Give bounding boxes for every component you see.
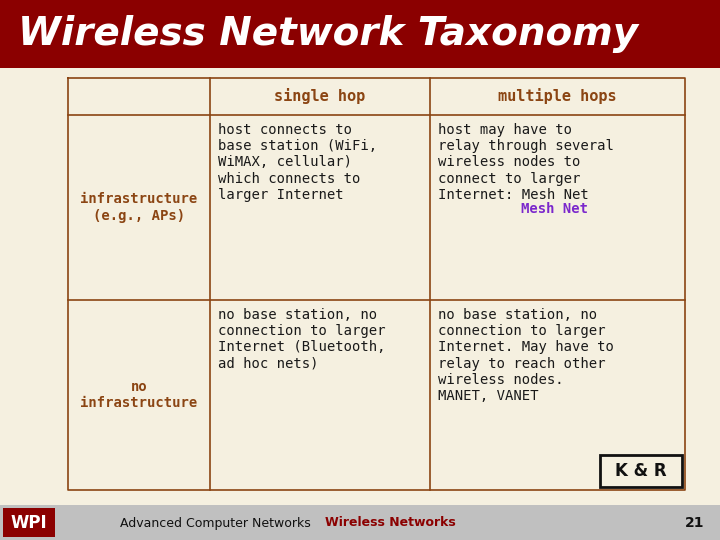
Text: Wireless Network Taxonomy: Wireless Network Taxonomy — [18, 15, 638, 53]
Bar — [0, 505, 720, 540]
Text: Mesh Net: Mesh Net — [521, 202, 588, 216]
Text: Wireless Networks: Wireless Networks — [325, 516, 455, 530]
Text: host may have to
relay through several
wireless nodes to
connect to larger
Inter: host may have to relay through several w… — [438, 123, 614, 202]
Text: infrastructure
(e.g., APs): infrastructure (e.g., APs) — [81, 192, 197, 222]
Text: multiple hops: multiple hops — [498, 89, 617, 105]
Text: 21: 21 — [685, 516, 705, 530]
Text: single hop: single hop — [274, 89, 366, 105]
Text: Advanced Computer Networks: Advanced Computer Networks — [120, 516, 310, 530]
Text: WPI: WPI — [11, 514, 48, 532]
Bar — [600, 455, 682, 487]
Bar — [3, 508, 55, 537]
Text: no base station, no
connection to larger
Internet. May have to
relay to reach ot: no base station, no connection to larger… — [438, 308, 614, 403]
Text: K & R: K & R — [615, 462, 667, 480]
Bar — [0, 0, 720, 68]
Text: no
infrastructure: no infrastructure — [81, 380, 197, 410]
Text: host connects to
base station (WiFi,
WiMAX, cellular)
which connects to
larger I: host connects to base station (WiFi, WiM… — [218, 123, 377, 202]
Text: no base station, no
connection to larger
Internet (Bluetooth,
ad hoc nets): no base station, no connection to larger… — [218, 308, 385, 370]
